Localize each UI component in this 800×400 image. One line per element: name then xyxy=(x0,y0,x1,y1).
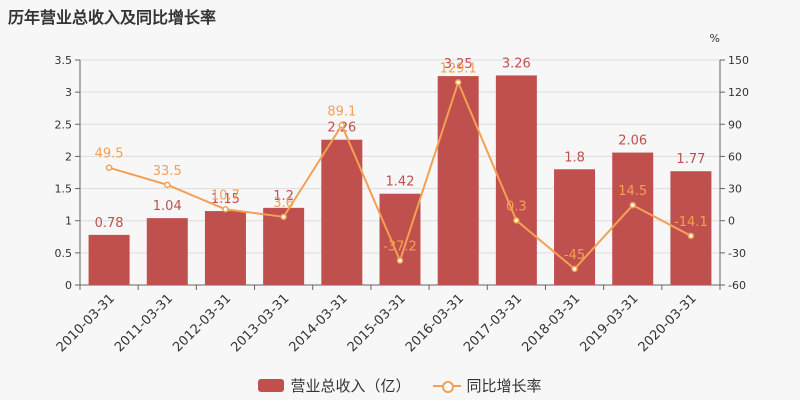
y-left-tick-label: 3 xyxy=(65,86,72,99)
legend-label-growth: 同比增长率 xyxy=(466,377,542,395)
bar xyxy=(379,193,421,285)
bar xyxy=(146,218,188,285)
bar xyxy=(495,75,537,285)
x-tick-label: 2014-03-31 xyxy=(287,291,351,355)
growth-point xyxy=(338,122,346,129)
y-left-tick-label: 3.5 xyxy=(55,54,73,67)
bar-label: 1.77 xyxy=(676,152,705,167)
bar xyxy=(88,234,130,285)
bar xyxy=(263,207,305,285)
bar-label: 1.8 xyxy=(564,150,585,165)
legend-line-swatch xyxy=(432,379,461,393)
bar-label: 1.04 xyxy=(153,199,182,214)
y-right-tick-label: -60 xyxy=(728,279,746,292)
bar xyxy=(204,211,246,285)
legend-item-growth[interactable]: 同比增长率 xyxy=(432,375,542,396)
y-right-tick-label: 120 xyxy=(728,86,749,99)
growth-point xyxy=(687,232,695,240)
growth-point xyxy=(105,164,113,171)
y-left-tick-label: 1 xyxy=(65,215,72,228)
growth-point xyxy=(454,79,462,86)
bar xyxy=(612,152,654,285)
x-tick-label: 2010-03-31 xyxy=(54,291,118,355)
growth-label: 49.5 xyxy=(95,147,124,162)
y-left-tick-label: 2 xyxy=(65,150,72,163)
bar-label: 2.06 xyxy=(618,134,647,149)
growth-label: 10.7 xyxy=(211,188,240,203)
growth-point xyxy=(280,213,287,221)
legend-bar-swatch xyxy=(258,379,285,392)
y-right-tick-label: -30 xyxy=(728,247,746,260)
growth-label: -37.2 xyxy=(383,240,417,255)
y-right-unit: % xyxy=(710,32,720,45)
x-tick-label: 2018-03-31 xyxy=(519,291,583,355)
y-right-tick-label: 30 xyxy=(728,183,742,196)
x-tick-label: 2015-03-31 xyxy=(345,291,409,355)
legend-label-revenue: 营业总收入（亿） xyxy=(290,377,411,395)
x-tick-label: 2012-03-31 xyxy=(170,291,234,355)
y-right-tick-label: 60 xyxy=(728,150,742,163)
growth-label: 3.6 xyxy=(273,196,294,211)
y-right-tick-label: 90 xyxy=(728,118,742,131)
growth-point xyxy=(164,181,171,189)
x-tick-label: 2011-03-31 xyxy=(112,291,176,355)
chart-title: 历年营业总收入及同比增长率 xyxy=(8,8,217,27)
bar-label: 1.42 xyxy=(386,175,415,190)
growth-label: -45 xyxy=(564,248,585,263)
growth-label: -14.1 xyxy=(674,215,708,230)
growth-point xyxy=(513,217,520,224)
y-right-tick-label: 150 xyxy=(728,54,749,67)
growth-point xyxy=(571,265,578,273)
bar-label: 3.25 xyxy=(444,57,473,72)
x-tick-label: 2013-03-31 xyxy=(228,291,292,355)
y-left-tick-label: 1.5 xyxy=(55,183,73,196)
bar-label: 1.2 xyxy=(273,189,294,204)
y-left-tick-label: 2.5 xyxy=(55,118,73,131)
growth-point xyxy=(222,206,229,213)
growth-point xyxy=(396,257,404,264)
growth-label: 0.3 xyxy=(506,199,527,214)
legend-item-revenue[interactable]: 营业总收入（亿） xyxy=(258,375,411,396)
growth-label: 33.5 xyxy=(153,164,182,179)
growth-point xyxy=(629,201,636,209)
x-tick-label: 2017-03-31 xyxy=(461,291,525,355)
y-right-tick-label: 0 xyxy=(728,215,735,228)
x-tick-label: 2019-03-31 xyxy=(578,291,642,355)
bar-label: 3.26 xyxy=(502,56,531,71)
bar xyxy=(321,139,363,285)
bar-label: 0.78 xyxy=(95,216,124,231)
x-tick-label: 2016-03-31 xyxy=(403,291,467,355)
growth-label: 89.1 xyxy=(327,104,356,119)
bar-label: 1.15 xyxy=(211,192,240,207)
x-tick-label: 2020-03-31 xyxy=(636,291,700,355)
bar xyxy=(437,76,479,285)
y-left-tick-label: 0 xyxy=(65,279,72,292)
y-left-tick-label: 0.5 xyxy=(55,247,73,260)
growth-label: 129.1 xyxy=(440,61,477,76)
legend: 营业总收入（亿） 同比增长率 xyxy=(0,375,800,396)
growth-label: 14.5 xyxy=(618,184,647,199)
